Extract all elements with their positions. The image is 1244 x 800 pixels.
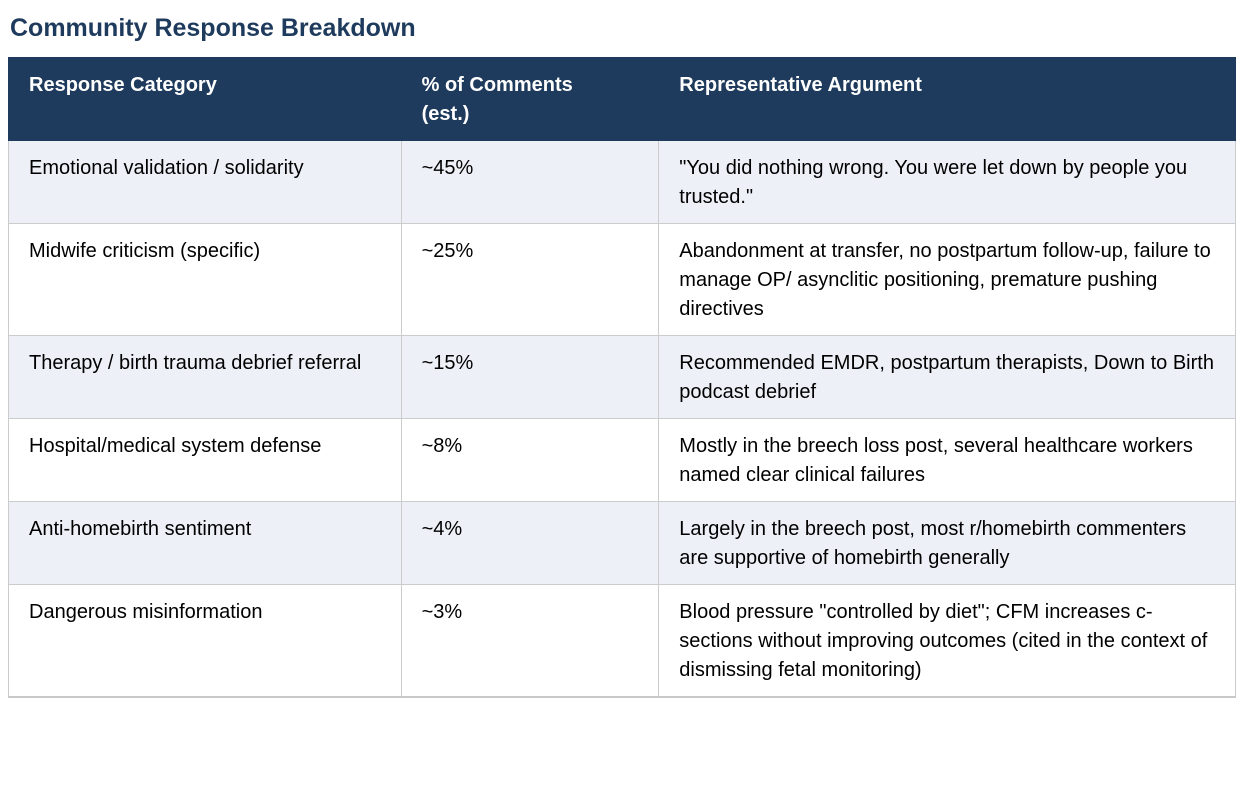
cell-category: Therapy / birth trauma debrief referral — [8, 335, 402, 419]
cell-category: Emotional validation / solidarity — [8, 140, 402, 224]
cell-argument: Blood pressure "controlled by diet"; CFM… — [658, 584, 1236, 698]
cell-percent: ~3% — [400, 584, 660, 698]
cell-argument: "You did nothing wrong. You were let dow… — [658, 140, 1236, 224]
cell-category: Midwife criticism (specific) — [8, 223, 402, 336]
cell-category: Anti-homebirth sentiment — [8, 501, 402, 585]
cell-category: Hospital/medical system defense — [8, 418, 402, 502]
cell-percent: ~15% — [400, 335, 660, 419]
table-row: Anti-homebirth sentiment ~4% Largely in … — [8, 501, 1236, 585]
cell-argument: Recommended EMDR, postpartum therapists,… — [658, 335, 1236, 419]
cell-percent: ~25% — [400, 223, 660, 336]
cell-argument: Abandonment at transfer, no postpartum f… — [658, 223, 1236, 336]
table-row: Therapy / birth trauma debrief referral … — [8, 335, 1236, 419]
table-row: Emotional validation / solidarity ~45% "… — [8, 140, 1236, 224]
cell-percent: ~4% — [400, 501, 660, 585]
cell-argument: Largely in the breech post, most r/homeb… — [658, 501, 1236, 585]
cell-percent: ~8% — [400, 418, 660, 502]
community-response-table: Response Category % of Comments (est.) R… — [8, 57, 1236, 698]
column-header-representative-argument: Representative Argument — [658, 57, 1236, 141]
table-row: Midwife criticism (specific) ~25% Abando… — [8, 223, 1236, 336]
table-row: Hospital/medical system defense ~8% Most… — [8, 418, 1236, 502]
cell-category: Dangerous misinformation — [8, 584, 402, 698]
page-title: Community Response Breakdown — [10, 14, 416, 42]
table-row: Dangerous misinformation ~3% Blood press… — [8, 584, 1236, 698]
cell-argument: Mostly in the breech loss post, several … — [658, 418, 1236, 502]
table-header-row: Response Category % of Comments (est.) R… — [8, 57, 1236, 141]
column-header-response-category: Response Category — [8, 57, 402, 141]
column-header-percent-of-comments: % of Comments (est.) — [400, 57, 660, 141]
cell-percent: ~45% — [400, 140, 660, 224]
